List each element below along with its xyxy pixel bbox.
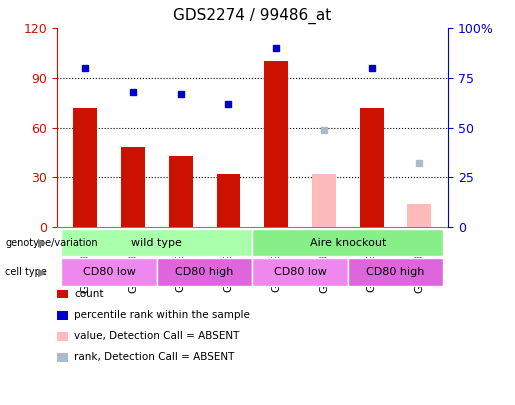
Text: genotype/variation: genotype/variation: [5, 238, 98, 247]
Text: ▶: ▶: [38, 267, 46, 277]
Bar: [312, 174, 336, 227]
Text: value, Detection Call = ABSENT: value, Detection Call = ABSENT: [74, 331, 239, 341]
Bar: [264, 62, 288, 227]
Text: CD80 high: CD80 high: [176, 267, 234, 277]
Bar: [73, 108, 97, 227]
Text: rank, Detection Call = ABSENT: rank, Detection Call = ABSENT: [74, 352, 234, 362]
Bar: [407, 204, 432, 227]
Bar: [169, 156, 193, 227]
Text: wild type: wild type: [131, 238, 182, 247]
Text: CD80 low: CD80 low: [83, 267, 135, 277]
Title: GDS2274 / 99486_at: GDS2274 / 99486_at: [173, 8, 332, 24]
Text: Aire knockout: Aire knockout: [310, 238, 386, 247]
Text: count: count: [74, 289, 104, 299]
Text: CD80 low: CD80 low: [273, 267, 327, 277]
Bar: [360, 108, 384, 227]
Text: CD80 high: CD80 high: [366, 267, 425, 277]
Bar: [216, 174, 241, 227]
Text: percentile rank within the sample: percentile rank within the sample: [74, 310, 250, 320]
Bar: [121, 147, 145, 227]
Text: cell type: cell type: [5, 267, 47, 277]
Text: ▶: ▶: [38, 238, 46, 247]
